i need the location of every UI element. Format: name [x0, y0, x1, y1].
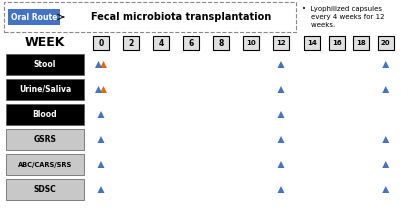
Polygon shape [277, 86, 284, 93]
Polygon shape [97, 136, 105, 143]
Text: 12: 12 [276, 40, 286, 46]
Text: 20: 20 [381, 40, 391, 46]
Text: every 4 weeks for 12: every 4 weeks for 12 [302, 14, 385, 20]
FancyBboxPatch shape [273, 36, 289, 50]
Polygon shape [97, 161, 105, 168]
FancyBboxPatch shape [304, 36, 320, 50]
FancyBboxPatch shape [93, 36, 109, 50]
Text: 8: 8 [218, 38, 224, 47]
Text: Fecal microbiota transplantation: Fecal microbiota transplantation [91, 12, 271, 22]
Polygon shape [277, 186, 284, 193]
Text: GSRS: GSRS [34, 135, 57, 144]
FancyBboxPatch shape [6, 79, 84, 100]
Text: ABC/CARS/SRS: ABC/CARS/SRS [18, 162, 72, 167]
Text: 18: 18 [356, 40, 366, 46]
Polygon shape [382, 161, 389, 168]
Text: 16: 16 [332, 40, 342, 46]
FancyBboxPatch shape [6, 54, 84, 75]
Polygon shape [382, 61, 389, 68]
FancyBboxPatch shape [4, 2, 296, 32]
Text: Urine/Saliva: Urine/Saliva [19, 85, 71, 94]
Polygon shape [382, 186, 389, 193]
FancyBboxPatch shape [153, 36, 169, 50]
FancyBboxPatch shape [6, 179, 84, 200]
Polygon shape [277, 136, 284, 143]
Text: 6: 6 [188, 38, 194, 47]
Polygon shape [95, 86, 102, 93]
Text: WEEK: WEEK [25, 37, 65, 50]
Text: •  Lyophilized capsules: • Lyophilized capsules [302, 6, 382, 12]
Polygon shape [277, 111, 284, 118]
FancyBboxPatch shape [123, 36, 139, 50]
Text: 10: 10 [246, 40, 256, 46]
Polygon shape [100, 61, 107, 68]
Polygon shape [382, 86, 389, 93]
Text: Blood: Blood [33, 110, 57, 119]
FancyBboxPatch shape [6, 154, 84, 175]
Text: 4: 4 [158, 38, 164, 47]
FancyBboxPatch shape [329, 36, 345, 50]
Text: 0: 0 [98, 38, 103, 47]
Polygon shape [382, 136, 389, 143]
Text: Stool: Stool [34, 60, 56, 69]
FancyBboxPatch shape [353, 36, 369, 50]
Text: 14: 14 [307, 40, 317, 46]
FancyBboxPatch shape [8, 9, 60, 25]
Polygon shape [97, 111, 105, 118]
Text: SDSC: SDSC [34, 185, 57, 194]
Polygon shape [97, 186, 105, 193]
FancyBboxPatch shape [183, 36, 199, 50]
FancyBboxPatch shape [6, 104, 84, 125]
Polygon shape [277, 161, 284, 168]
Text: Oral Route: Oral Route [11, 13, 57, 22]
FancyBboxPatch shape [213, 36, 229, 50]
Polygon shape [100, 86, 107, 93]
Polygon shape [95, 61, 102, 68]
FancyBboxPatch shape [243, 36, 259, 50]
FancyBboxPatch shape [6, 129, 84, 150]
Text: 2: 2 [128, 38, 134, 47]
Text: weeks.: weeks. [302, 22, 335, 28]
Polygon shape [277, 61, 284, 68]
FancyBboxPatch shape [378, 36, 394, 50]
